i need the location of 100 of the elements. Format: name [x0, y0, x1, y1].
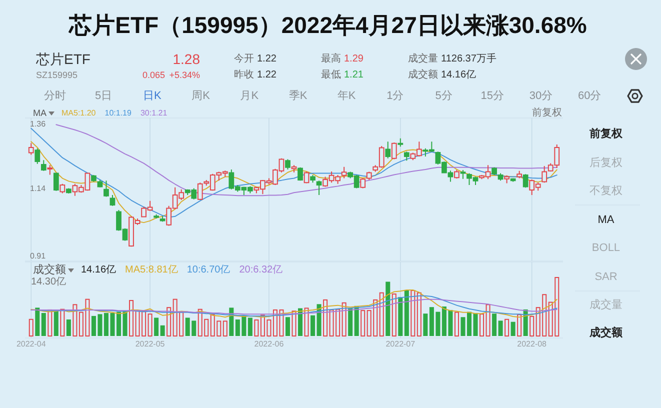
text: +5.34%: [169, 70, 200, 80]
text: MA5:1.20: [62, 108, 96, 118]
x-tick-label: 2022-08: [517, 340, 548, 348]
bar: [423, 314, 428, 336]
text: 今开: [234, 52, 254, 64]
text: 20:6.32亿: [239, 264, 283, 276]
text: 昨收: [234, 68, 254, 80]
candlestick: [53, 172, 59, 192]
bar: [492, 314, 497, 336]
text: 60分: [578, 90, 602, 102]
x-tick-label: 2022-06: [254, 340, 284, 348]
candlestick: [504, 174, 510, 184]
text: 1.29: [344, 54, 364, 64]
text: 季K: [288, 89, 308, 102]
candlestick: [522, 174, 528, 188]
bar: [416, 292, 422, 336]
bar: [292, 310, 296, 336]
bar: [254, 319, 259, 336]
line-series: [30, 141, 558, 224]
bar: [248, 318, 252, 336]
bar: [398, 297, 403, 336]
bar: [473, 312, 478, 336]
text: MA5:8.81亿: [125, 264, 178, 276]
candlestick: [398, 138, 404, 148]
candlestick: [160, 216, 166, 222]
text: SAR: [594, 271, 618, 283]
candlestick: [298, 166, 303, 182]
candlestick: [316, 180, 322, 196]
x-tick-label: 2022-04: [16, 340, 46, 348]
line-series: [56, 124, 558, 196]
bar: [454, 312, 459, 336]
bar: [129, 300, 134, 336]
bar: [530, 316, 534, 336]
legend-title: MA: [33, 108, 46, 118]
candlestick: [28, 142, 34, 156]
text: 0.065: [142, 70, 165, 80]
text: 年K: [337, 90, 356, 102]
text: 1.28: [172, 51, 200, 67]
bar: [404, 290, 409, 336]
bar: [517, 314, 522, 336]
text: 30:1.21: [140, 108, 168, 118]
bar: [222, 320, 228, 336]
y-tick-label: 1.14: [30, 184, 46, 194]
text: 5日: [95, 90, 112, 102]
candlestick: [40, 160, 46, 172]
bar: [342, 302, 346, 336]
candlestick: [91, 174, 96, 182]
bar: [229, 308, 234, 336]
y-tick-label: 1.36: [30, 120, 46, 128]
text: 10:6.70亿: [186, 264, 230, 276]
bar: [304, 308, 309, 336]
bar: [35, 308, 40, 336]
bar: [72, 304, 78, 336]
candlestick: [341, 166, 347, 179]
bar: [310, 315, 316, 336]
legend-title: 成交额: [33, 263, 66, 276]
bar: [122, 310, 128, 336]
bar: [28, 318, 34, 336]
line-series: [30, 128, 558, 218]
candlestick: [291, 164, 297, 173]
text: 前复权: [588, 127, 624, 140]
text: 最高: [321, 52, 341, 64]
text: 30分: [529, 90, 553, 102]
text: 1.22: [257, 54, 277, 64]
bar: [486, 304, 490, 336]
bar: [60, 308, 65, 336]
text: 最低: [321, 70, 341, 80]
candlestick: [285, 158, 290, 170]
bar: [379, 292, 384, 336]
bar: [154, 318, 159, 336]
text: 10:1.19: [104, 108, 132, 118]
candlestick: [460, 170, 466, 180]
bar: [392, 294, 396, 336]
text: 日K: [143, 90, 162, 102]
text: BOLL: [592, 242, 620, 254]
candlestick: [97, 180, 103, 188]
text: SZ159995: [36, 70, 78, 80]
candlestick: [154, 214, 159, 219]
text: 成交量: [408, 52, 438, 64]
bar: [354, 306, 359, 336]
candlestick: [60, 183, 66, 194]
annotation: 14.30亿: [31, 276, 66, 288]
candlestick: [385, 141, 391, 159]
bar: [480, 314, 484, 336]
bar: [66, 319, 71, 336]
candlestick: [47, 164, 53, 176]
text: 不复权: [590, 185, 622, 197]
text: 分时: [44, 89, 66, 102]
y-tick-label: 0.91: [30, 252, 46, 260]
text: 芯片ETF: [35, 51, 90, 67]
bar: [510, 322, 516, 336]
text: 15分: [480, 90, 504, 102]
candlestick: [110, 194, 116, 206]
text: 后复权: [590, 156, 622, 169]
bar: [298, 308, 303, 336]
candlestick: [510, 178, 516, 182]
text: 1分: [386, 90, 404, 102]
text: 1.21: [344, 70, 364, 80]
candlestick: [304, 171, 310, 184]
x-tick-label: 2022-07: [386, 340, 416, 348]
